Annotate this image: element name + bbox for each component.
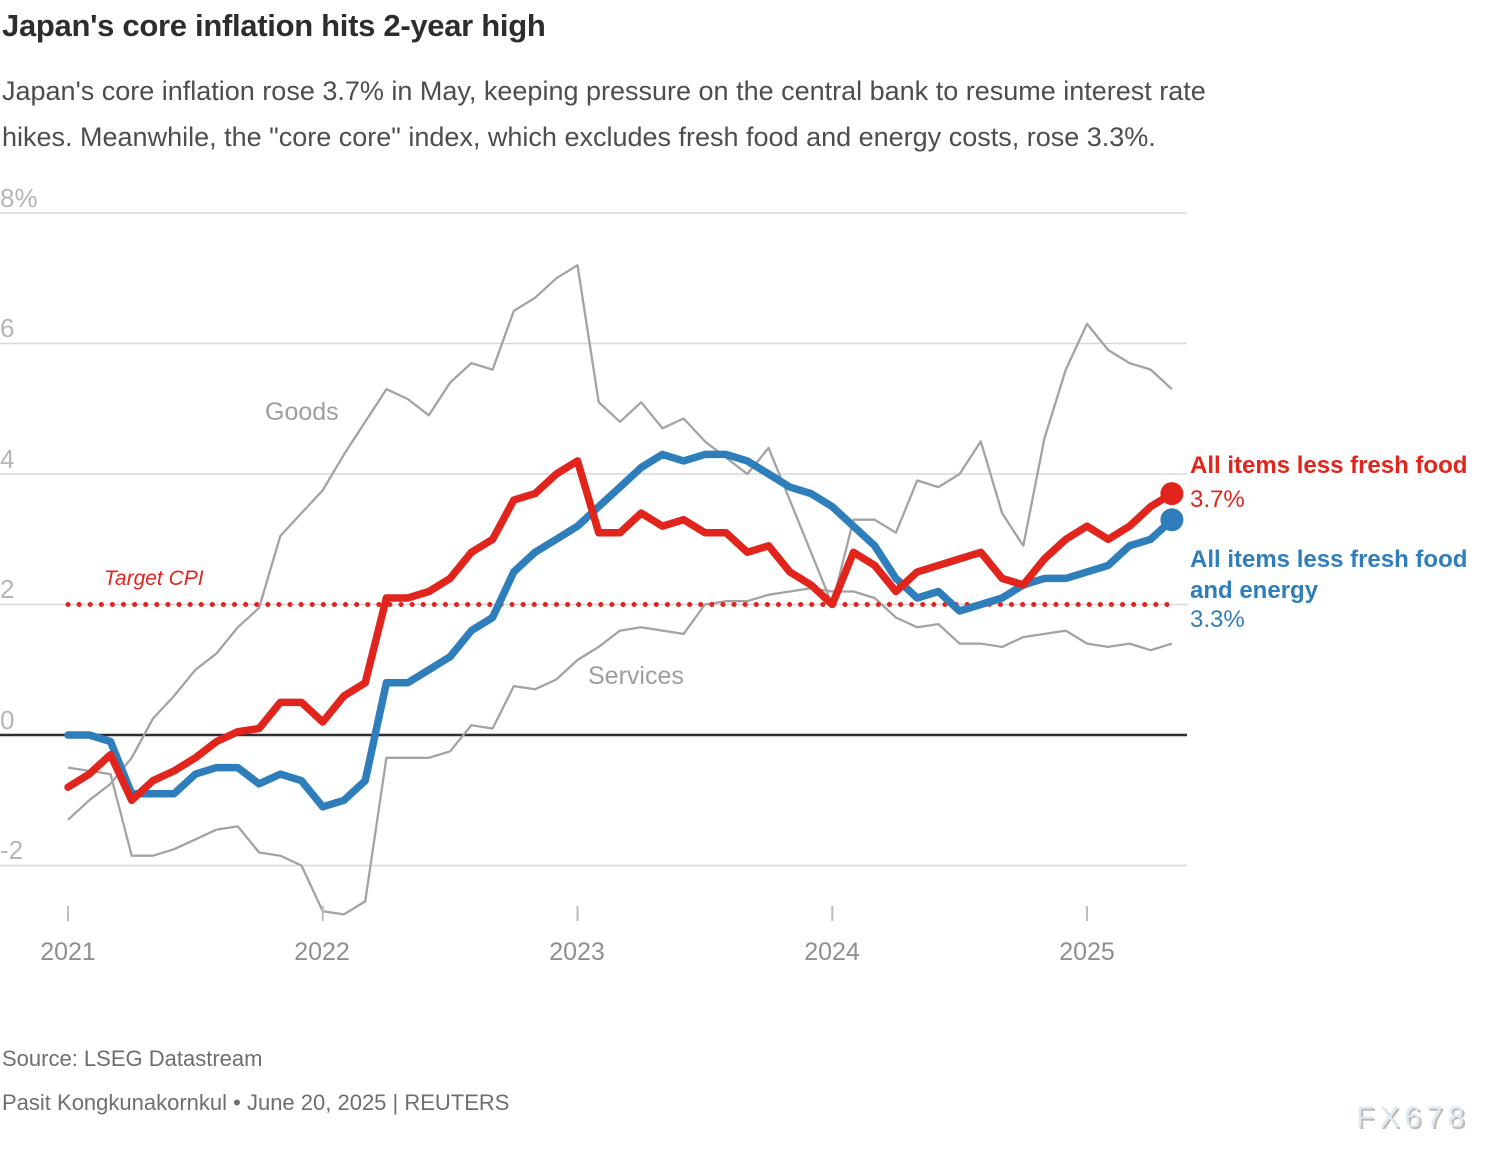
watermark: FX678 <box>1356 1101 1470 1134</box>
core-series-label: All items less fresh food <box>1190 452 1468 479</box>
subtitle-line-1: Japan's core inflation rose 3.7% in May,… <box>2 76 1206 106</box>
goods-line <box>67 264 1173 821</box>
y-tick-label-8: 8% <box>0 183 38 213</box>
corecore-line <box>64 450 1176 811</box>
page-subtitle: Japan's core inflation rose 3.7% in May,… <box>2 68 1206 160</box>
corecore-series-label: All items less fresh food and energy <box>1190 544 1490 606</box>
x-tick-label-2021: 2021 <box>40 938 96 966</box>
y-tick-label-6: 6 <box>0 313 15 343</box>
corecore-series-value: 3.3% <box>1190 606 1245 633</box>
y-tick-label-neg2: -2 <box>0 835 24 865</box>
core-series-value: 3.7% <box>1190 486 1245 513</box>
y-tick-label-0: 0 <box>0 705 15 735</box>
y-tick-label-2: 2 <box>0 574 15 604</box>
corecore-label-line-1: All items less fresh food <box>1190 546 1468 573</box>
subtitle-line-2: hikes. Meanwhile, the "core core" index,… <box>2 122 1156 152</box>
target-cpi-label: Target CPI <box>104 567 204 590</box>
page-title: Japan's core inflation hits 2-year high <box>2 8 546 43</box>
corecore-label-line-2: and energy <box>1190 577 1319 604</box>
goods-series-label: Goods <box>265 398 339 426</box>
services-series-label: Services <box>588 662 684 690</box>
x-axis-ticks <box>67 906 1088 921</box>
x-tick-label-2022: 2022 <box>294 938 350 966</box>
core-line <box>64 457 1176 805</box>
gridlines <box>0 212 1187 867</box>
source-note: Source: LSEG Datastream <box>2 1046 263 1071</box>
y-tick-label-4: 4 <box>0 444 15 474</box>
x-tick-label-2023: 2023 <box>549 938 605 966</box>
corecore-end-dot <box>1160 508 1184 532</box>
x-tick-label-2024: 2024 <box>804 938 860 966</box>
byline: Pasit Kongkunakornkul • June 20, 2025 | … <box>2 1090 510 1115</box>
x-tick-label-2025: 2025 <box>1059 938 1115 966</box>
core-end-dot <box>1160 482 1184 506</box>
services-line <box>67 587 1173 916</box>
